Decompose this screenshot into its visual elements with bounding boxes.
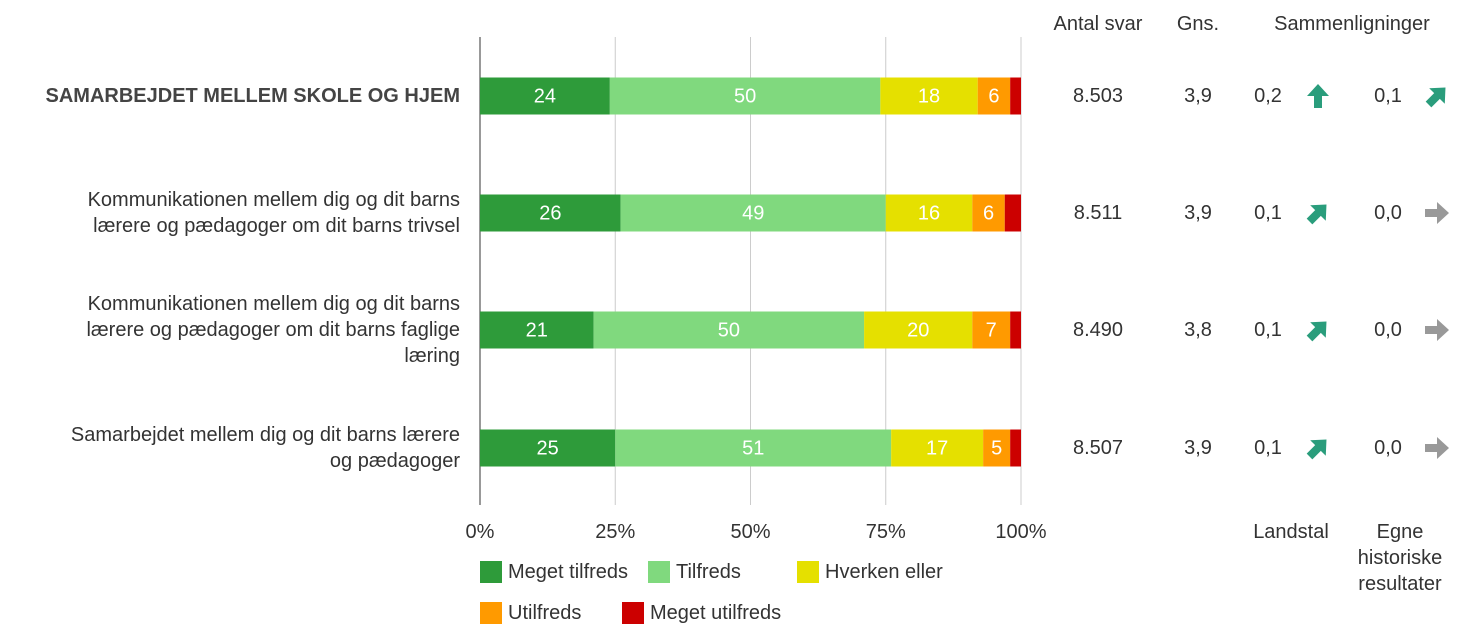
bar-segment [972, 194, 1005, 232]
comparison-value: 0,1 [1254, 319, 1282, 341]
category-label: Kommunikationen mellem dig og dit barns … [87, 189, 460, 237]
data-label: 50 [718, 319, 740, 341]
data-label: 24 [534, 85, 556, 107]
x-tick-label: 25% [595, 521, 636, 543]
legend-label: Meget utilfreds [650, 602, 782, 624]
bar-segment [1010, 77, 1021, 115]
bar-segment [983, 429, 1011, 467]
comparisons-header: Sammenligninger [1274, 13, 1430, 35]
comparison-value: 0,1 [1374, 85, 1402, 107]
column-header: Antal svar [1053, 13, 1143, 35]
data-label: 17 [926, 437, 948, 459]
bar-segment [480, 194, 621, 232]
column-value: 3,9 [1184, 437, 1212, 459]
comparison-value: 0,0 [1374, 437, 1402, 459]
data-label: 16 [918, 202, 940, 224]
x-tick-label: 50% [730, 521, 771, 543]
column-value: 3,9 [1184, 202, 1212, 224]
data-label: 20 [907, 319, 929, 341]
legend-label: Hverken eller [825, 561, 943, 583]
trend-arrow [1306, 439, 1327, 460]
legend-swatch [622, 602, 644, 624]
column-value: 8.511 [1073, 202, 1123, 224]
legend-label: Utilfreds [508, 602, 582, 624]
trend-arrow [1425, 87, 1446, 108]
column-header: Gns. [1176, 13, 1220, 35]
data-label: 25 [537, 437, 559, 459]
legend-label: Tilfreds [676, 561, 741, 583]
trend-arrow [1425, 319, 1449, 341]
data-label: 50 [734, 85, 756, 107]
bar-segment [480, 429, 616, 467]
comparison-value: 0,0 [1374, 202, 1402, 224]
trend-arrow [1306, 204, 1327, 225]
x-tick-label: 100% [995, 521, 1047, 543]
x-tick-label: 75% [865, 521, 906, 543]
data-label: 49 [742, 202, 764, 224]
column-value: 3,9 [1184, 85, 1212, 107]
trend-arrow [1307, 84, 1329, 108]
bar-segment [880, 77, 978, 115]
legend-label: Meget tilfreds [508, 561, 629, 583]
trend-arrow [1425, 437, 1449, 459]
data-label: 6 [983, 202, 994, 224]
comparison-value: 0,1 [1254, 437, 1282, 459]
bar-segment [891, 429, 984, 467]
data-label: 21 [526, 319, 548, 341]
bar-segment [885, 194, 973, 232]
bar-segment [615, 429, 892, 467]
trend-arrow [1306, 321, 1327, 342]
comparison-value: 0,1 [1254, 202, 1282, 224]
legend-swatch [480, 602, 502, 624]
data-label: 5 [991, 437, 1002, 459]
x-tick-label: 0% [465, 521, 495, 543]
data-label: 7 [986, 319, 997, 341]
bar-segment [609, 77, 881, 115]
legend-swatch [648, 561, 670, 583]
bar-segment [972, 311, 1011, 349]
data-label: 26 [539, 202, 561, 224]
bar-segment [620, 194, 886, 232]
bar-segment [1004, 194, 1021, 232]
column-value: 8.503 [1072, 85, 1124, 107]
comparison-name: Landstal [1253, 521, 1329, 543]
bar-segment [864, 311, 973, 349]
legend-swatch [480, 561, 502, 583]
bar-segment [480, 77, 610, 115]
legend-swatch [797, 561, 819, 583]
category-label: Samarbejdet mellem dig og dit barns lære… [70, 424, 460, 472]
data-label: 18 [918, 85, 940, 107]
comparison-value: 0,2 [1254, 85, 1282, 107]
bar-segment [593, 311, 865, 349]
category-label: Kommunikationen mellem dig og dit barns … [86, 293, 460, 367]
column-value: 8.507 [1072, 437, 1124, 459]
comparison-name: Egne historiske resultater [1357, 521, 1443, 595]
bar-segment [480, 311, 594, 349]
bar-segment [977, 77, 1011, 115]
data-label: 6 [988, 85, 999, 107]
comparison-value: 0,0 [1374, 319, 1402, 341]
trend-arrow [1425, 202, 1449, 224]
column-value: 3,8 [1184, 319, 1212, 341]
bar-segment [1010, 429, 1021, 467]
data-label: 51 [742, 437, 764, 459]
column-value: 8.490 [1072, 319, 1124, 341]
category-label: SAMARBEJDET MELLEM SKOLE OG HJEM [45, 85, 460, 107]
bar-segment [1010, 311, 1021, 349]
